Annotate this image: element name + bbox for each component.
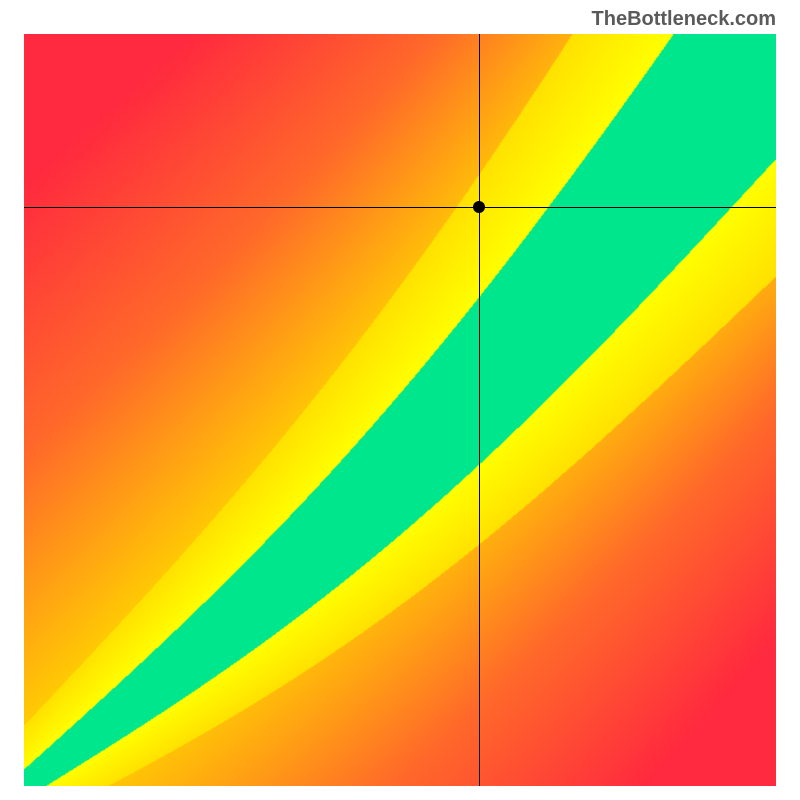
crosshair-vertical <box>479 34 480 786</box>
watermark-text: TheBottleneck.com <box>592 8 776 31</box>
heatmap-canvas <box>24 34 776 786</box>
crosshair-horizontal <box>24 207 776 208</box>
bottleneck-heatmap <box>24 34 776 786</box>
data-point-marker <box>473 201 485 213</box>
